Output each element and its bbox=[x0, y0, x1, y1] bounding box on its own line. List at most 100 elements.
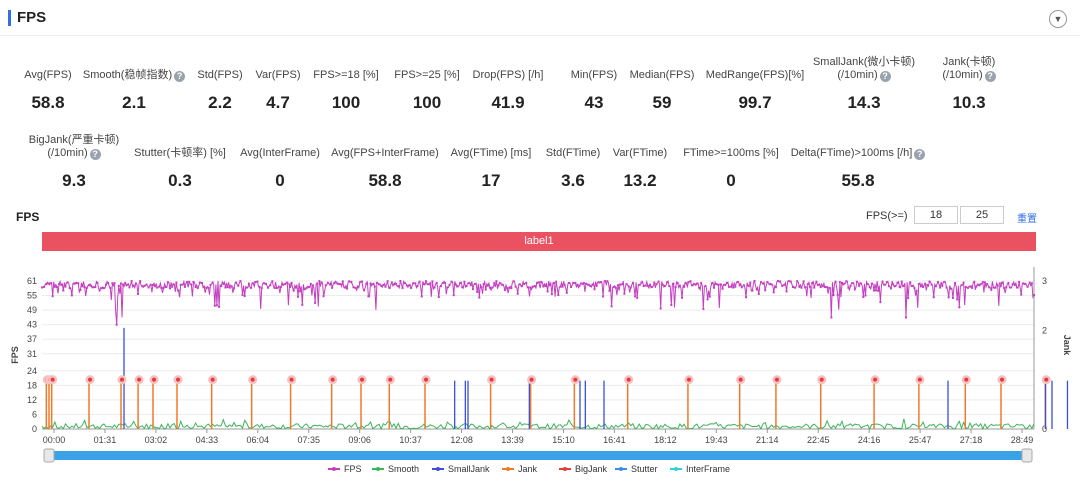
fps-point bbox=[162, 286, 165, 289]
fps-point bbox=[612, 285, 615, 288]
fps-point bbox=[303, 288, 306, 291]
fps-threshold-label: FPS(>=) bbox=[866, 210, 908, 222]
legend-item-stutter[interactable]: Stutter bbox=[615, 464, 658, 474]
x-tick-label: 09:06 bbox=[348, 435, 371, 445]
fps-point bbox=[207, 286, 210, 289]
fps-point bbox=[134, 282, 137, 285]
x-tick-label: 00:00 bbox=[43, 435, 66, 445]
fps-point bbox=[640, 281, 643, 284]
fps-point bbox=[427, 283, 430, 286]
stat-value: 99.7 bbox=[738, 93, 772, 112]
fps-point bbox=[713, 286, 715, 289]
fps-point bbox=[764, 289, 767, 292]
stat-value: 43 bbox=[584, 93, 604, 112]
fps-point bbox=[1033, 294, 1035, 297]
legend-label: SmallJank bbox=[448, 464, 490, 474]
fps-point bbox=[130, 280, 133, 283]
fps-point bbox=[301, 303, 304, 306]
legend-item-jank[interactable]: Jank bbox=[502, 464, 538, 474]
fps-point bbox=[954, 282, 957, 285]
fps-threshold-input-2[interactable] bbox=[960, 206, 1004, 224]
legend-item-smooth[interactable]: Smooth bbox=[372, 464, 419, 474]
y-tick-label: 12 bbox=[27, 395, 37, 405]
fps-point bbox=[796, 280, 799, 283]
fps-point bbox=[211, 281, 214, 284]
range-slider-handle-right[interactable] bbox=[1021, 448, 1033, 463]
fps-point bbox=[785, 290, 788, 293]
fps-point bbox=[960, 284, 963, 287]
range-slider-track[interactable] bbox=[44, 451, 1032, 460]
fps-point bbox=[294, 286, 297, 289]
fps-point bbox=[582, 282, 585, 285]
help-icon[interactable]: ? bbox=[984, 71, 996, 82]
bigjank-marker bbox=[573, 377, 578, 382]
fps-point bbox=[384, 285, 387, 288]
stat-label-unit: (/10min)? bbox=[4, 147, 144, 160]
fps-point bbox=[326, 281, 329, 284]
help-icon[interactable]: ? bbox=[89, 149, 101, 160]
fps-point bbox=[550, 293, 553, 296]
bigjank-marker bbox=[529, 377, 534, 382]
fps-point bbox=[599, 281, 602, 284]
legend-swatch-dot bbox=[332, 467, 336, 471]
help-icon[interactable]: ? bbox=[174, 71, 186, 82]
y-tick-label: 49 bbox=[27, 305, 37, 315]
fps-point bbox=[220, 285, 223, 288]
fps-point bbox=[966, 286, 969, 289]
fps-point bbox=[491, 286, 494, 289]
panel-header: FPS ▼ bbox=[0, 0, 1080, 36]
fps-point bbox=[830, 316, 833, 319]
y-tick-label: 24 bbox=[27, 366, 37, 376]
fps-point bbox=[881, 280, 884, 283]
legend-item-smalljank[interactable]: SmallJank bbox=[432, 464, 490, 474]
fps-point bbox=[828, 286, 831, 289]
fps-point bbox=[642, 285, 645, 288]
fps-point bbox=[160, 287, 163, 290]
fps-point bbox=[1011, 283, 1014, 286]
help-icon[interactable]: ? bbox=[914, 149, 926, 160]
fps-point bbox=[262, 282, 265, 285]
fps-point bbox=[375, 281, 378, 284]
fps-chart[interactable]: 061218243137434955610123FPSJank00:0001:3… bbox=[0, 255, 1080, 481]
fps-point bbox=[548, 284, 551, 287]
fps-point bbox=[171, 285, 174, 288]
fps-point bbox=[518, 283, 521, 286]
fps-point bbox=[591, 283, 594, 286]
x-tick-label: 03:02 bbox=[145, 435, 168, 445]
fps-point bbox=[819, 286, 822, 289]
fps-point bbox=[811, 282, 814, 285]
fps-point bbox=[499, 282, 502, 285]
fps-point bbox=[286, 281, 289, 284]
fps-point bbox=[401, 287, 404, 290]
fps-point bbox=[484, 288, 487, 291]
fps-point bbox=[369, 282, 372, 285]
fps-point bbox=[700, 282, 703, 285]
fps-threshold-input-1[interactable] bbox=[914, 206, 958, 224]
fps-point bbox=[122, 283, 125, 286]
reset-link[interactable]: 重置 bbox=[1017, 214, 1037, 225]
stat-value: 9.3 bbox=[62, 171, 86, 190]
stat-label: Smooth(稳帧指数)? bbox=[64, 69, 204, 82]
fps-point bbox=[922, 285, 925, 288]
fps-point bbox=[365, 282, 368, 285]
fps-point bbox=[382, 284, 385, 287]
fps-point bbox=[836, 293, 839, 296]
legend-item-bigjank[interactable]: BigJank bbox=[559, 464, 608, 474]
range-slider-handle-left[interactable] bbox=[43, 448, 55, 463]
help-icon[interactable]: ? bbox=[879, 71, 891, 82]
fps-point bbox=[482, 283, 485, 286]
fps-point bbox=[877, 289, 880, 292]
fps-point bbox=[51, 295, 54, 298]
stat-value: 0.3 bbox=[168, 171, 192, 190]
fps-point bbox=[655, 283, 658, 286]
stat-value: 14.3 bbox=[847, 93, 881, 112]
legend-item-fps[interactable]: FPS bbox=[328, 464, 362, 474]
fps-point bbox=[617, 284, 619, 287]
collapse-icon[interactable]: ▼ bbox=[1049, 10, 1067, 28]
label-bar[interactable]: label1 bbox=[42, 232, 1036, 251]
fps-point bbox=[45, 282, 48, 285]
fps-point bbox=[237, 284, 240, 287]
legend-item-interframe[interactable]: InterFrame bbox=[670, 464, 730, 474]
fps-point bbox=[258, 285, 261, 288]
legend-label: Jank bbox=[518, 464, 538, 474]
